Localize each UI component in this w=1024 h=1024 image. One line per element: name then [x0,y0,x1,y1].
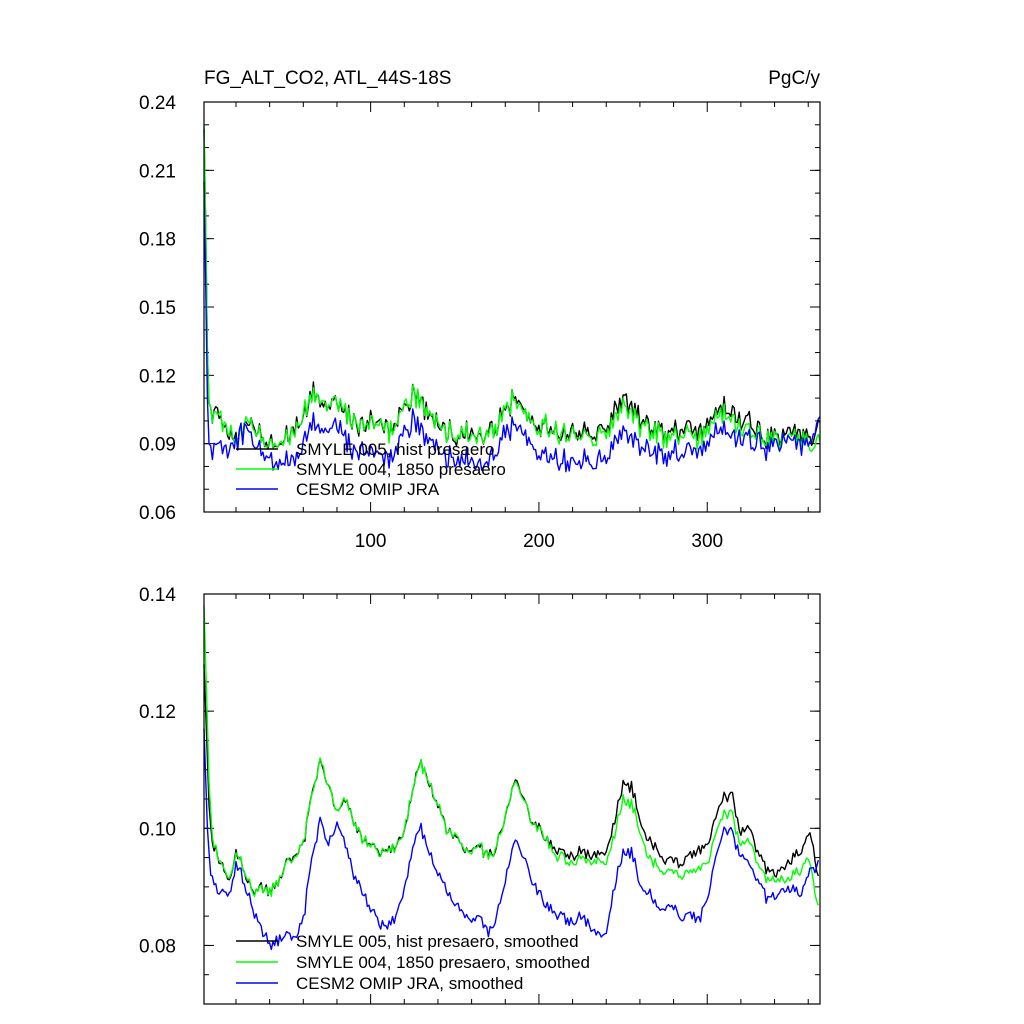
x-tick-label: 300 [691,531,723,552]
y-tick-label: 0.15 [139,298,176,319]
legend-label: CESM2 OMIP JRA [296,480,440,499]
top-plot-frame [203,101,821,513]
series-line [203,181,821,473]
series-line [203,124,821,453]
legend-label: SMYLE 005, hist presaero, smoothed [296,932,579,951]
series-line [203,129,821,450]
bottom-plot-frame [203,593,821,1005]
legend-label: CESM2 OMIP JRA, smoothed [296,974,523,993]
chart-units: PgC/y [768,68,820,89]
legend-label: SMYLE 005, hist presaero [296,440,494,459]
y-tick-label: 0.06 [139,503,176,524]
y-tick-label: 0.09 [139,435,176,456]
series-line [203,664,819,897]
y-tick-label: 0.14 [139,585,176,606]
bottom-legend: SMYLE 005, hist presaero, smoothed SMYLE … [236,932,590,993]
y-tick-label: 0.10 [139,819,176,840]
y-tick-label: 0.12 [139,702,176,723]
top-series-lines [203,124,821,473]
bottom-panel: 0.08 0.10 0.12 0.14 SMYLE 005, hist presaer… [139,585,821,1005]
top-axis-ticks: 0.06 0.09 0.12 0.15 0.18 0.21 0.24 100 200 300 [139,93,820,552]
top-panel: FG_ALT_CO2, ATL_44S-18S PgC/y 0.060.090.… [139,68,821,552]
y-tick-label: 0.12 [139,366,176,387]
x-tick-label: 200 [523,531,555,552]
series-line [203,728,819,951]
y-tick-label: 0.24 [139,93,176,114]
chart-title: FG_ALT_CO2, ATL_44S-18S [204,68,451,89]
y-tick-label: 0.18 [139,230,176,251]
x-tick-label: 100 [355,531,387,552]
y-tick-label: 0.21 [139,161,176,182]
legend-label: SMYLE 004, 1850 presaero, smoothed [296,953,590,972]
series-line [203,605,819,906]
y-tick-label: 0.08 [139,936,176,957]
legend-label: SMYLE 004, 1850 presaero [296,460,506,479]
bottom-series-lines [203,605,819,951]
